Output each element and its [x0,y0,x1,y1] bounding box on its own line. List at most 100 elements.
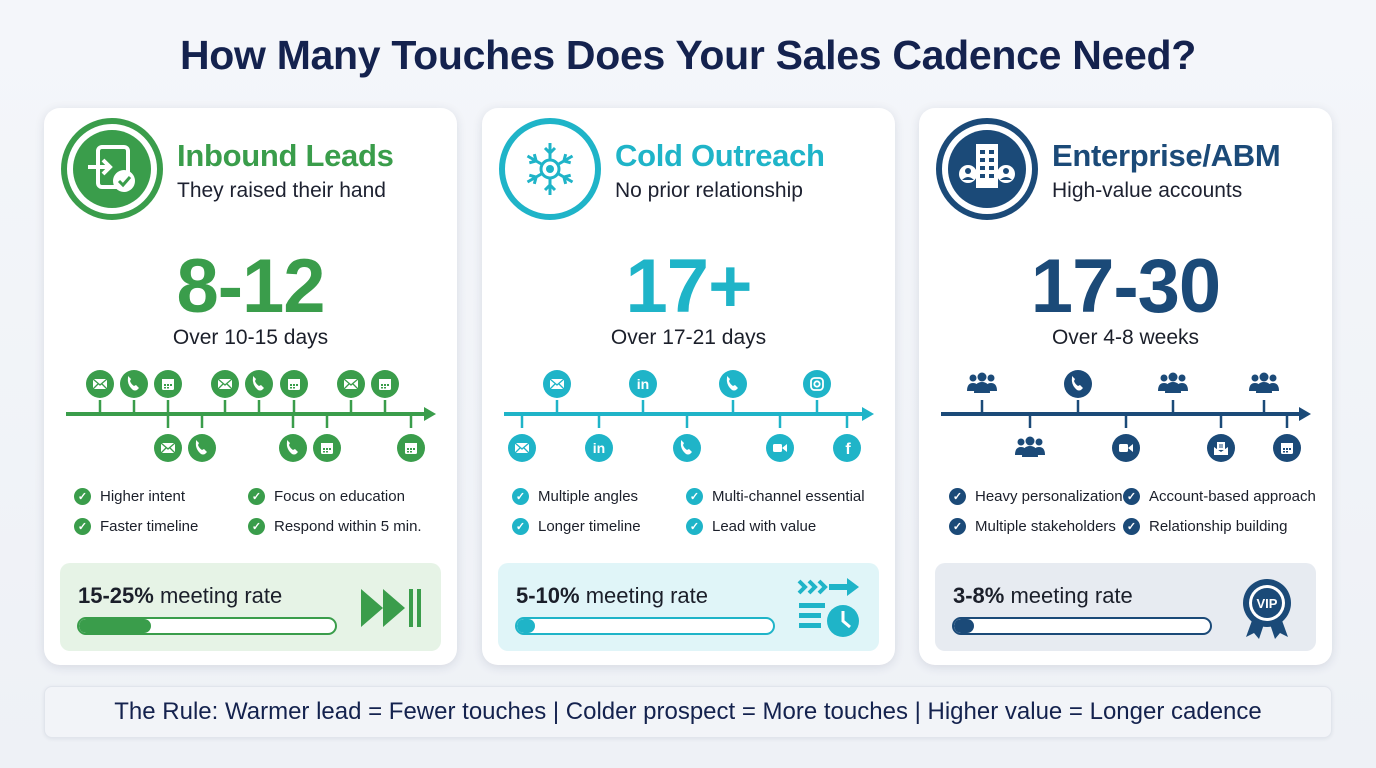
check-icon: ✓ [949,488,966,505]
phone-touch-icon [245,370,273,398]
key-point: ✓ Heavy personalization [949,488,1123,505]
meeting-rate-bar [77,617,337,635]
card-title: Cold Outreach [615,138,825,173]
linkedin-touch-icon: in [585,434,613,462]
key-point-text: Respond within 5 min. [274,518,422,535]
key-point: ✓ Account-based approach [1123,488,1323,505]
key-points: ✓ Higher intent ✓ Focus on education ✓ Faster… [74,488,454,535]
calendar-touch-icon [371,370,399,398]
check-icon: ✓ [1123,518,1140,535]
card-subtitle: High-value accounts [1052,179,1243,202]
key-point: ✓ Higher intent [74,488,248,505]
building-people-icon [936,118,1038,220]
sign-in-check-icon [61,118,163,220]
key-point-text: Multi-channel essential [712,488,865,505]
timeline-arrow [424,407,436,421]
key-point: ✓ Multi-channel essential [686,488,886,505]
key-point-text: Multiple stakeholders [975,518,1116,535]
key-points: ✓ Heavy personalization ✓ Account-based app… [949,488,1329,535]
key-point-text: Lead with value [712,518,817,535]
key-point-text: Multiple angles [538,488,639,505]
rate-value: 3-8% [953,583,1005,608]
phone-touch-icon [279,434,307,462]
card-enterprise: Enterprise/ABM High-value accounts 17-30… [919,108,1332,665]
check-icon: ✓ [686,518,703,535]
card-subtitle: They raised their hand [177,179,386,202]
touch-count: 8-12 [176,244,325,329]
svg-text:in: in [593,440,605,456]
timeline: in in f [504,370,874,462]
calendar-touch-icon [154,370,182,398]
people-touch-icon [967,372,997,393]
phone-touch-icon [188,434,216,462]
snowflake-target-icon [499,118,601,220]
key-point-text: Faster timeline [100,518,199,535]
check-icon: ✓ [686,488,703,505]
timeline [66,370,436,462]
rule-banner: The Rule: Warmer lead = Fewer touches | … [44,686,1332,738]
phone-touch-icon [120,370,148,398]
calendar-touch-icon [313,434,341,462]
key-point: ✓ Multiple angles [512,488,686,505]
rate-label: meeting rate [585,583,709,608]
instagram-touch-icon [803,370,831,398]
phone-touch-icon [1064,370,1092,398]
meeting-rate-panel: 15-25% meeting rate [60,563,441,651]
video-touch-icon [1112,434,1140,462]
vip-badge-icon: VIP [1232,575,1302,641]
key-point-text: Relationship building [1149,518,1288,535]
mail-touch-icon [211,370,239,398]
phone-touch-icon [673,434,701,462]
calendar-touch-icon [1273,434,1301,462]
meeting-rate-bar [515,617,775,635]
timeline-arrow [862,407,874,421]
facebook-touch-icon: f [833,434,861,462]
fast-forward-icon [357,575,427,641]
duration: Over 4-8 weeks [1051,326,1200,349]
people-touch-icon [1249,372,1279,393]
check-icon: ✓ [74,518,91,535]
meeting-rate: 15-25% meeting rate [78,583,282,609]
key-point: ✓ Multiple stakeholders [949,518,1123,535]
rate-label: meeting rate [159,583,283,608]
card-title: Enterprise/ABM [1052,138,1281,173]
svg-text:f: f [845,441,851,458]
check-icon: ✓ [1123,488,1140,505]
mail-touch-icon [337,370,365,398]
key-point-text: Heavy personalization [975,488,1123,505]
meeting-rate: 5-10% meeting rate [516,583,708,609]
meeting-rate-panel: 3-8% meeting rate VIP [935,563,1316,651]
meeting-rate-fill [954,619,975,633]
key-point-text: Higher intent [100,488,186,505]
mail-touch-icon [543,370,571,398]
svg-text:VIP: VIP [1257,596,1278,611]
meeting-rate-bar [952,617,1212,635]
meeting-rate-fill [79,619,151,633]
touch-count: 17+ [625,244,753,329]
rate-value: 5-10% [516,583,580,608]
key-point: ✓ Faster timeline [74,518,248,535]
meeting-rate: 3-8% meeting rate [953,583,1133,609]
check-icon: ✓ [248,518,265,535]
calendar-touch-icon [397,434,425,462]
card-subtitle: No prior relationship [615,179,803,202]
key-point: ✓ Focus on education [248,488,448,505]
card-cold: Cold Outreach No prior relationship 17+ … [482,108,895,665]
calendar-touch-icon [280,370,308,398]
linkedin-touch-icon: in [629,370,657,398]
check-icon: ✓ [949,518,966,535]
check-icon: ✓ [74,488,91,505]
card-inbound: Inbound Leads They raised their hand 8-1… [44,108,457,665]
key-point: ✓ Respond within 5 min. [248,518,448,535]
list-clock-arrows-icon [795,575,865,641]
rate-value: 15-25% [78,583,154,608]
key-points: ✓ Multiple angles ✓ Multi-channel essential… [512,488,892,535]
newsletter-touch-icon [1207,434,1235,462]
duration: Over 10-15 days [172,326,329,349]
video-touch-icon [766,434,794,462]
mail-touch-icon [508,434,536,462]
mail-touch-icon [154,434,182,462]
key-point-text: Longer timeline [538,518,641,535]
card-title: Inbound Leads [177,138,394,173]
meeting-rate-fill [517,619,535,633]
